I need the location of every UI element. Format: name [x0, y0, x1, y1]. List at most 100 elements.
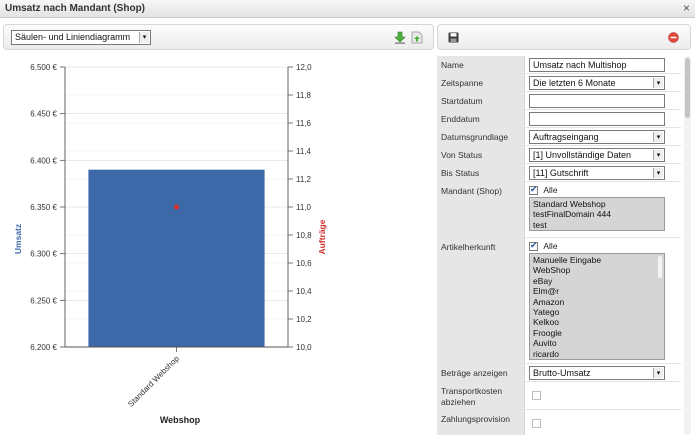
chart-panel: Säulen- und Liniendiagramm 6.500 € 6.450 … — [3, 24, 434, 435]
y2-tick-label: 12,0 — [296, 63, 312, 72]
label-datumsgrundlage: Datumsgrundlage — [437, 128, 525, 145]
x-axis-title: Webshop — [160, 415, 201, 425]
mandant-all-option[interactable]: Alle — [529, 184, 558, 196]
label-betraege: Beträge anzeigen — [437, 364, 525, 381]
datumsgrundlage-select[interactable]: Auftragseingang — [529, 130, 665, 144]
row-von-status: Von Status [1] Unvollständige Daten — [437, 146, 681, 164]
label-artikelherkunft: Artikelherkunft — [437, 238, 525, 363]
artikelherkunft-all-checkbox[interactable] — [529, 240, 538, 252]
list-item[interactable]: WebShop — [533, 265, 571, 276]
artikelherkunft-all-label: Alle — [543, 241, 558, 251]
row-zeitspanne: Zeitspanne Die letzten 6 Monate — [437, 74, 681, 92]
title-bar: Umsatz nach Mandant (Shop) × — [0, 0, 695, 18]
y2-tick-label: 11,6 — [296, 119, 312, 128]
listbox-scrollbar[interactable] — [658, 256, 662, 278]
zeitspanne-select[interactable]: Die letzten 6 Monate — [529, 76, 665, 90]
chevron-down-icon[interactable] — [653, 368, 663, 378]
form-scrollbar[interactable] — [684, 56, 691, 435]
row-zahlungsprovision: Zahlungsprovision — [437, 410, 681, 435]
mandant-all-checkbox[interactable] — [529, 184, 538, 196]
list-item[interactable]: eBay — [533, 275, 553, 286]
list-item[interactable]: Amazon — [533, 296, 565, 307]
label-enddatum: Enddatum — [437, 110, 525, 127]
mandant-all-label: Alle — [543, 185, 558, 195]
combo-chart: 6.500 € 6.450 € 6.400 € 6.350 € 6.300 € 6.250… — [13, 63, 327, 425]
data-point — [173, 204, 180, 210]
y-tick-label: 6.450 € — [30, 110, 57, 119]
list-item[interactable]: Froogle — [533, 327, 562, 338]
row-datumsgrundlage: Datumsgrundlage Auftragseingang — [437, 128, 681, 146]
label-zahlungsprovision: Zahlungsprovision — [437, 410, 525, 435]
y2-tick-label: 10,2 — [296, 315, 312, 324]
form-scrollbar-thumb[interactable] — [685, 58, 690, 118]
y2-tick-label: 10,4 — [296, 287, 312, 296]
list-item[interactable]: testFinalDomain 444 — [533, 209, 611, 220]
zahlungsprovision-checkbox[interactable] — [532, 419, 541, 428]
list-item[interactable]: Elm@r — [533, 286, 560, 297]
settings-panel: Name Umsatz nach Multishop Zeitspanne Di… — [437, 24, 691, 435]
chevron-down-icon[interactable] — [653, 168, 663, 178]
list-item[interactable]: Standard Webshop — [533, 199, 606, 209]
list-item[interactable]: test — [533, 219, 547, 230]
artikelherkunft-all-option[interactable]: Alle — [529, 240, 558, 252]
chevron-down-icon[interactable] — [139, 32, 149, 43]
chart-points — [173, 204, 180, 210]
label-bis-status: Bis Status — [437, 164, 525, 181]
row-startdatum: Startdatum — [437, 92, 681, 110]
y2-tick-label: 10,8 — [296, 231, 312, 240]
y-tick-label: 6.400 € — [30, 156, 57, 165]
row-artikelherkunft: Artikelherkunft Alle Manuelle Eingabe We… — [437, 238, 681, 364]
betraege-value: Brutto-Umsatz — [533, 368, 591, 378]
close-icon[interactable]: × — [682, 1, 690, 15]
label-transportkosten: Transportkosten abziehen — [437, 382, 525, 409]
y-tick-label: 6.500 € — [30, 63, 57, 72]
y2-tick-label: 11,8 — [296, 91, 312, 100]
y2-tick-label: 10,0 — [296, 343, 312, 352]
row-betraege: Beträge anzeigen Brutto-Umsatz — [437, 364, 681, 382]
list-item[interactable]: ricardo — [533, 348, 559, 359]
label-startdatum: Startdatum — [437, 92, 525, 109]
enddatum-input[interactable] — [529, 112, 665, 126]
bis-status-value: [11] Gutschrift — [533, 168, 589, 178]
y2-tick-label: 11,0 — [296, 203, 312, 212]
chart-type-value: Säulen- und Liniendiagramm — [15, 32, 131, 42]
settings-form: Name Umsatz nach Multishop Zeitspanne Di… — [437, 56, 681, 435]
mandant-listbox[interactable]: Standard Webshop testFinalDomain 444 tes… — [529, 197, 665, 231]
save-icon[interactable] — [448, 32, 459, 43]
von-status-select[interactable]: [1] Unvollständige Daten — [529, 148, 665, 162]
chevron-down-icon[interactable] — [653, 78, 663, 88]
bis-status-select[interactable]: [11] Gutschrift — [529, 166, 665, 180]
transportkosten-checkbox[interactable] — [532, 391, 541, 400]
von-status-value: [1] Unvollständige Daten — [533, 150, 632, 160]
chevron-down-icon[interactable] — [653, 132, 663, 142]
chevron-down-icon[interactable] — [653, 150, 663, 160]
delete-icon[interactable] — [668, 32, 679, 43]
datumsgrundlage-value: Auftragseingang — [533, 132, 599, 142]
label-name: Name — [437, 56, 525, 73]
chart-bars — [88, 169, 265, 347]
list-item[interactable]: Manuelle Eingabe — [533, 255, 602, 265]
label-mandant: Mandant (Shop) — [437, 182, 525, 237]
label-zeitspanne: Zeitspanne — [437, 74, 525, 91]
list-item[interactable]: Auvito — [533, 338, 557, 349]
export-icon[interactable] — [411, 31, 423, 44]
list-item[interactable]: Yatego — [533, 307, 560, 318]
list-item[interactable]: Kelkoo — [533, 317, 559, 328]
artikelherkunft-listbox[interactable]: Manuelle Eingabe WebShop eBay Elm@r Amaz… — [529, 253, 665, 360]
chart-type-select[interactable]: Säulen- und Liniendiagramm — [11, 30, 151, 45]
x-tick-label: Standard Webshop — [126, 354, 181, 409]
startdatum-input[interactable] — [529, 94, 665, 108]
row-name: Name Umsatz nach Multishop — [437, 56, 681, 74]
y-axis-title: Umsatz — [13, 224, 23, 254]
label-von-status: Von Status — [437, 146, 525, 163]
y2-tick-label: 11,2 — [296, 175, 312, 184]
row-mandant: Mandant (Shop) Alle Standard Webshop tes… — [437, 182, 681, 238]
name-input[interactable]: Umsatz nach Multishop — [529, 58, 665, 72]
betraege-select[interactable]: Brutto-Umsatz — [529, 366, 665, 380]
row-transportkosten: Transportkosten abziehen — [437, 382, 681, 410]
y-tick-label: 6.200 € — [30, 343, 57, 352]
download-icon[interactable] — [394, 31, 406, 44]
y-tick-label: 6.300 € — [30, 250, 57, 259]
y-tick-label: 6.350 € — [30, 203, 57, 212]
chart-toolbar: Säulen- und Liniendiagramm — [3, 24, 434, 50]
